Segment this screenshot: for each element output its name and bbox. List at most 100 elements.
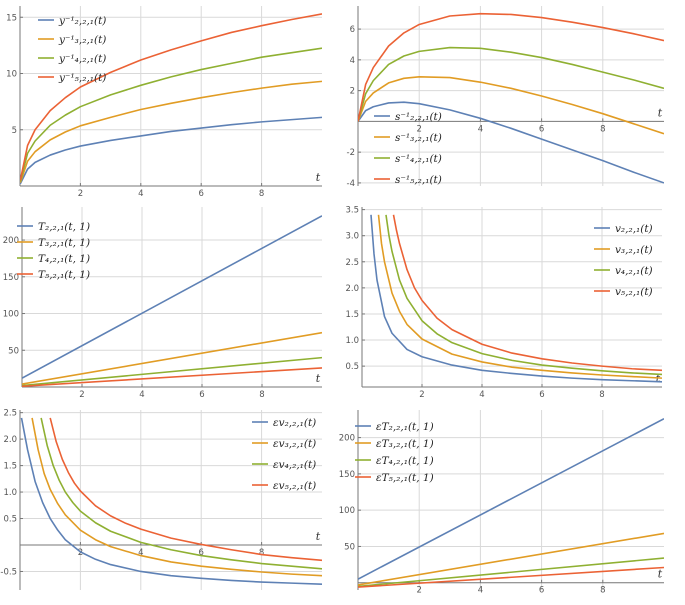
chart-eps-v: 2 4 6 8 -0.5 0.5 1.0 1.5 2.0 2.5 t εv₂,₂,₁(t) εv₃,₂,… bbox=[0, 404, 340, 604]
legend: y⁻¹₂,₂,₁(t) y⁻¹₃,₂,₁(t) y⁻¹₄,₂,₁(t) y⁻¹₅,₂,… bbox=[38, 15, 106, 84]
series-line-5 bbox=[358, 566, 664, 588]
y-tick-label: 2.5 bbox=[345, 258, 359, 268]
legend-label: v₂,₂,₁(t) bbox=[615, 223, 653, 235]
y-tick-label: 150 bbox=[3, 273, 19, 283]
legend-label: εv₂,₂,₁(t) bbox=[273, 417, 316, 429]
chart-s-inverse-svg: 2 4 6 8 -4 -2 2 4 6 t s⁻¹₂,₂,₁(t) s⁻¹₃,₂,₁(t) s⁻¹₄,₂… bbox=[347, 6, 664, 189]
x-tick-label: 8 bbox=[259, 189, 264, 199]
series-line-3 bbox=[358, 75, 664, 135]
series-group bbox=[20, 417, 322, 585]
y-tick-label: 50 bbox=[8, 346, 19, 356]
y-tick-label: -0.5 bbox=[0, 567, 17, 577]
series-line-2 bbox=[22, 215, 322, 379]
x-axis-label: t bbox=[316, 171, 321, 184]
legend-label: v₄,₂,₁(t) bbox=[615, 265, 653, 277]
series-group bbox=[20, 13, 322, 185]
x-tick-label: 2 bbox=[78, 548, 83, 558]
series-group bbox=[370, 214, 662, 383]
series-group bbox=[358, 12, 664, 184]
legend: s⁻¹₂,₂,₁(t) s⁻¹₃,₂,₁(t) s⁻¹₄,₂,₁(t) s⁻¹₅,₂,… bbox=[374, 111, 442, 186]
y-tick-label: 200 bbox=[3, 236, 19, 246]
y-tick-label: 3.5 bbox=[345, 206, 359, 216]
x-tick-label: 6 bbox=[539, 586, 544, 596]
series-line-4 bbox=[385, 214, 662, 376]
legend: T₂,₂,₁(t, 1) T₃,₂,₁(t, 1) T₄,₂,₁(t, 1) T₅,₂… bbox=[17, 221, 90, 281]
legend-label: εv₄,₂,₁(t) bbox=[273, 459, 316, 471]
x-axis-label: t bbox=[658, 568, 663, 581]
y-tick-label: 4 bbox=[350, 56, 355, 66]
x-tick-label: 2 bbox=[416, 124, 421, 134]
legend-label: T₅,₂,₁(t, 1) bbox=[38, 269, 90, 281]
series-line-5 bbox=[392, 214, 662, 372]
x-tick-label: 8 bbox=[600, 124, 605, 134]
series-line-4 bbox=[358, 557, 664, 588]
x-tick-label: 4 bbox=[478, 124, 483, 134]
x-tick-label: 4 bbox=[479, 390, 484, 400]
legend-label: s⁻¹₃,₂,₁(t) bbox=[395, 132, 442, 144]
x-axis-label: t bbox=[658, 106, 663, 119]
series-line-4 bbox=[22, 356, 322, 387]
x-tick-label: 8 bbox=[600, 586, 605, 596]
series-line-5 bbox=[20, 13, 322, 181]
y-tick-label: 3.0 bbox=[345, 232, 359, 242]
y-tick-label: 100 bbox=[339, 506, 355, 516]
chart-T-svg: 2 4 6 8 50 100 150 200 t T₂,₂,₁(t, 1) T₃,₂,₁(t, 1)… bbox=[3, 207, 322, 400]
series-line-3 bbox=[358, 532, 664, 586]
y-tick-label: 1.5 bbox=[345, 310, 359, 320]
chart-y-inverse: 2 4 6 8 5 10 15 t y⁻¹₂,₂,₁(t) y⁻¹₃,₂,₁(t) y⁻¹₄,₂,₁… bbox=[0, 0, 340, 200]
x-tick-label: 6 bbox=[198, 548, 203, 558]
series-group bbox=[22, 215, 322, 387]
chart-eps-v-svg: 2 4 6 8 -0.5 0.5 1.0 1.5 2.0 2.5 t εv₂,₂,₁(t) εv₃,₂,… bbox=[0, 409, 322, 590]
legend-label: εT₄,₂,₁(t, 1) bbox=[376, 455, 434, 467]
x-tick-label: 4 bbox=[138, 548, 143, 558]
legend-label: s⁻¹₅,₂,₁(t) bbox=[395, 174, 442, 186]
y-tick-label: 2.0 bbox=[345, 284, 359, 294]
legend-label: εv₅,₂,₁(t) bbox=[273, 480, 316, 492]
y-tick-label: 2.0 bbox=[3, 435, 17, 445]
x-tick-label: 8 bbox=[259, 548, 264, 558]
chart-v-svg: 2 4 6 80.51.01.52.02.53.03.5tv₂,₂,₁(t)v₃,₂,… bbox=[345, 206, 662, 400]
chart-eps-T: 2 4 6 8 50 100 150 200 t εT₂,₂,₁(t, 1) εT₃,₂,₁(t, … bbox=[339, 404, 685, 604]
x-axis-label: t bbox=[316, 372, 321, 385]
series-line-2 bbox=[20, 116, 322, 185]
y-tick-label: 200 bbox=[339, 434, 355, 444]
x-tick-label: 4 bbox=[138, 189, 143, 199]
x-tick-label: 6 bbox=[539, 390, 544, 400]
legend: v₂,₂,₁(t) v₃,₂,₁(t) v₄,₂,₁(t) v₅,₂,₁(t) bbox=[594, 223, 653, 298]
x-tick-label: 4 bbox=[139, 390, 144, 400]
y-tick-label: 10 bbox=[6, 70, 17, 80]
x-tick-label: 6 bbox=[199, 390, 204, 400]
x-tick-label: 2 bbox=[416, 586, 421, 596]
series-line-2 bbox=[358, 418, 664, 580]
legend-label: s⁻¹₄,₂,₁(t) bbox=[395, 153, 442, 165]
y-tick-label: 1.5 bbox=[3, 462, 17, 472]
series-group bbox=[358, 418, 664, 588]
series-line-2 bbox=[370, 214, 662, 383]
y-tick-label: 1.0 bbox=[3, 488, 17, 498]
x-axis-label: t bbox=[316, 530, 321, 543]
y-tick-label: 5 bbox=[12, 126, 17, 136]
x-tick-label: 2 bbox=[79, 390, 84, 400]
x-tick-label: 6 bbox=[198, 189, 203, 199]
grid bbox=[362, 207, 662, 387]
chart-s-inverse: 2 4 6 8 -4 -2 2 4 6 t s⁻¹₂,₂,₁(t) s⁻¹₃,₂,₁(t) s⁻¹₄,₂… bbox=[342, 0, 685, 200]
series-line-3 bbox=[20, 80, 322, 183]
series-line-2 bbox=[20, 417, 322, 585]
y-tick-label: 2.5 bbox=[3, 409, 17, 419]
y-tick-label: 6 bbox=[350, 25, 355, 35]
legend-label: εT₂,₂,₁(t, 1) bbox=[376, 421, 434, 433]
x-tick-label: 6 bbox=[539, 124, 544, 134]
chart-eps-T-svg: 2 4 6 8 50 100 150 200 t εT₂,₂,₁(t, 1) εT₃,₂,₁(t, … bbox=[339, 410, 664, 596]
x-tick-label: 8 bbox=[259, 390, 264, 400]
grid bbox=[20, 6, 322, 186]
legend-label: T₂,₂,₁(t, 1) bbox=[38, 221, 90, 233]
chart-T: 2 4 6 8 50 100 150 200 t T₂,₂,₁(t, 1) T₃,₂,₁(t, 1)… bbox=[0, 201, 340, 401]
legend-label: y⁻¹₂,₂,₁(t) bbox=[58, 15, 106, 27]
grid bbox=[20, 410, 322, 590]
x-tick-label: 4 bbox=[478, 586, 483, 596]
y-tick-label: 0.5 bbox=[3, 515, 17, 525]
chart-v: 2 4 6 8 0.5 1.0 1.5 2.0 2.5 3.0 3.5 t v₂,₂,₁(t) v₃,₂,… bbox=[342, 201, 685, 401]
y-tick-label: 50 bbox=[344, 542, 355, 552]
grid bbox=[358, 410, 664, 590]
series-line-4 bbox=[358, 46, 664, 122]
